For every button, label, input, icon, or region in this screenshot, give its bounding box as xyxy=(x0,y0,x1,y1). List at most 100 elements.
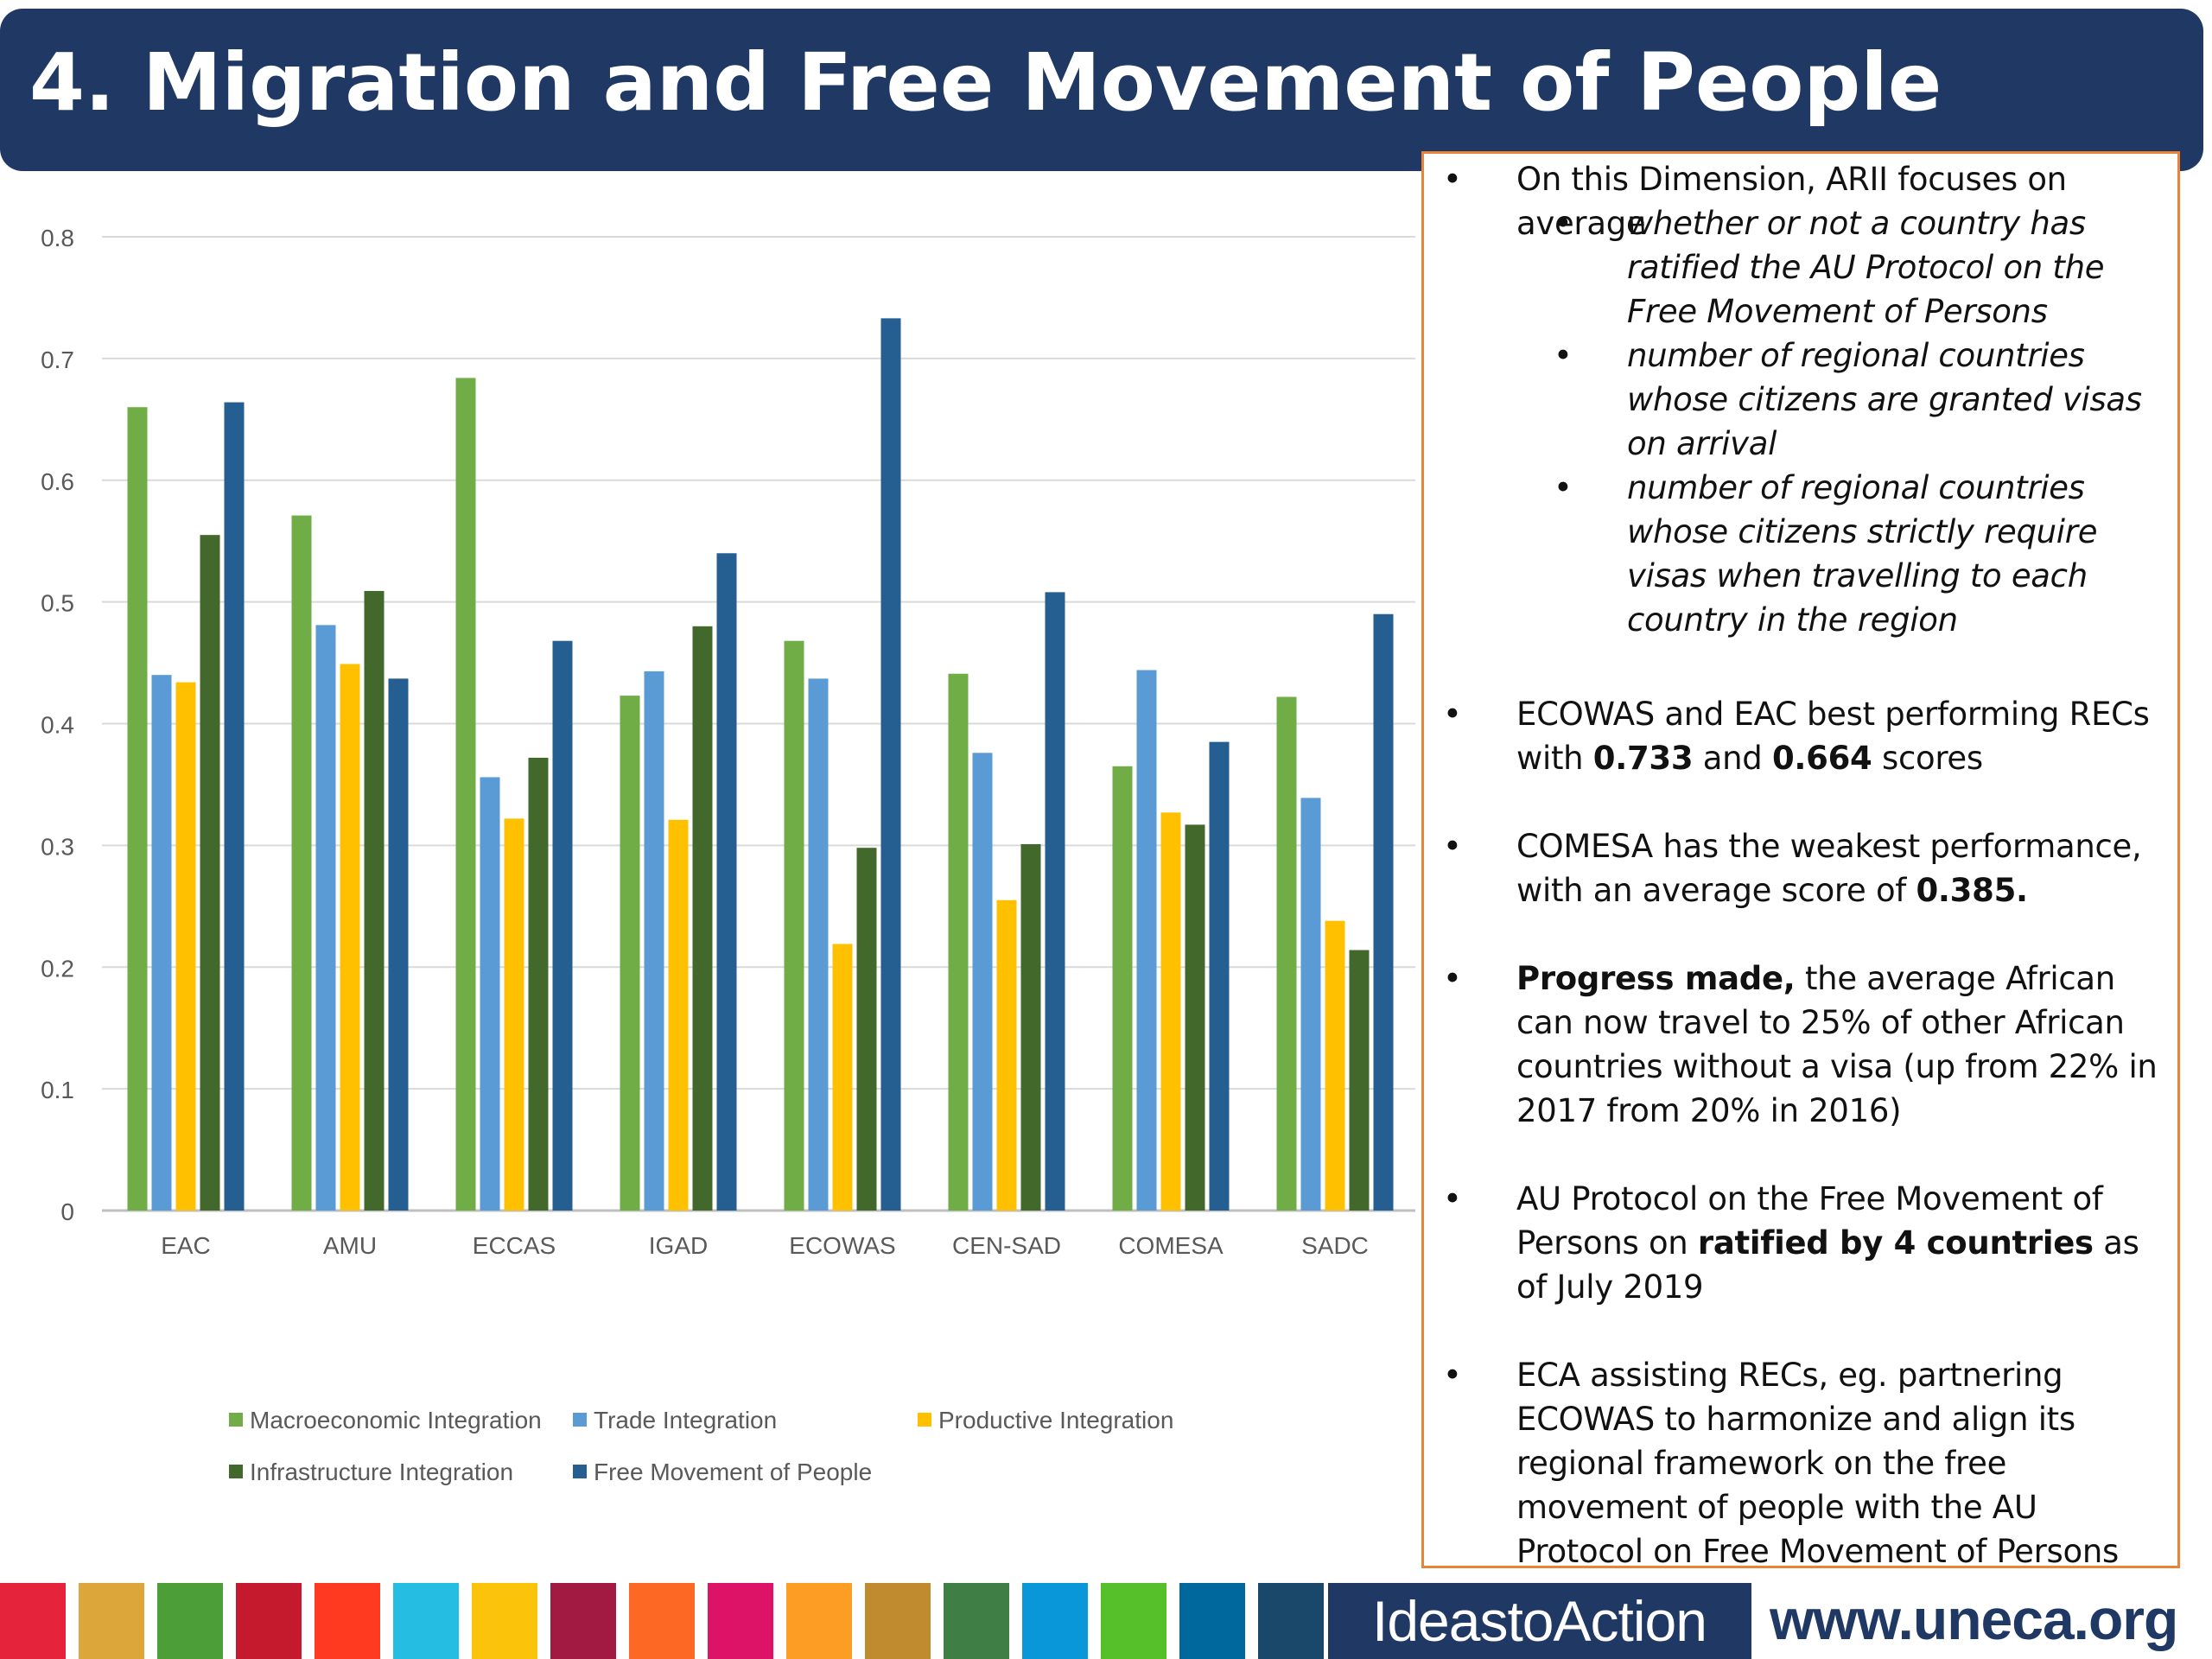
bullet-best-performers: ECOWAS and EAC best performing RECs with… xyxy=(1516,696,2150,777)
bullet-marker: • xyxy=(1443,828,1462,865)
bar xyxy=(224,402,245,1211)
bullet-marker: • xyxy=(1443,960,1462,997)
chart-axis-labels: 0 0.1 0.2 0.3 0.4 0.5 0.6 0.7 0.8 EAC AMU ECCAS IGAD… xyxy=(41,225,1369,1259)
bar xyxy=(1160,812,1181,1211)
y-tick-label: 0.7 xyxy=(41,346,74,373)
sdg-square xyxy=(236,1583,302,1659)
bullet-progress-made: Progress made, the average African can n… xyxy=(1516,960,2158,1129)
y-tick-label: 0.2 xyxy=(41,955,74,982)
y-tick-label: 0.8 xyxy=(41,225,74,251)
legend-swatch xyxy=(229,1413,243,1427)
bullet-weakest-performer: COMESA has the weakest performance, with… xyxy=(1516,828,2142,909)
sub-bullet-ratification: whether or not a country has ratified th… xyxy=(1627,205,2105,330)
bar xyxy=(996,899,1017,1211)
bar xyxy=(1276,696,1297,1211)
bar xyxy=(1373,613,1394,1211)
key-findings-panel: • On this Dimension, ARII focuses on ave… xyxy=(1421,151,2180,1570)
bar xyxy=(504,818,524,1211)
bar xyxy=(972,753,993,1211)
sdg-square xyxy=(1179,1583,1245,1659)
bar xyxy=(784,640,804,1211)
bar-chart: 0 0.1 0.2 0.3 0.4 0.5 0.6 0.7 0.8 EAC AMU ECCAS IGAD… xyxy=(41,225,1415,1485)
sdg-square xyxy=(629,1583,695,1659)
sdg-square xyxy=(786,1583,852,1659)
sdg-square xyxy=(1022,1583,1088,1659)
sub-bullet-marker: • xyxy=(1554,469,1573,506)
title-banner xyxy=(0,9,2203,171)
bar xyxy=(1020,843,1041,1211)
bullet-au-protocol: AU Protocol on the Free Movement of Pers… xyxy=(1516,1180,2139,1306)
sdg-square xyxy=(1258,1583,1324,1659)
sdg-square xyxy=(708,1583,773,1659)
x-tick-label: COMESA xyxy=(1118,1232,1224,1259)
sdg-square xyxy=(472,1583,537,1659)
bar xyxy=(832,944,853,1211)
legend-swatch xyxy=(229,1465,243,1478)
bar xyxy=(364,590,385,1211)
bullet-marker: • xyxy=(1443,161,1462,198)
bar xyxy=(151,675,172,1211)
legend-label: Free Movement of People xyxy=(594,1459,872,1485)
sdg-square xyxy=(157,1583,223,1659)
bar xyxy=(127,407,148,1211)
bar xyxy=(1300,798,1321,1211)
bullet-marker: • xyxy=(1443,1180,1462,1217)
y-tick-label: 0.1 xyxy=(41,1077,74,1103)
chart-bars xyxy=(127,318,1394,1211)
sdg-square xyxy=(1101,1583,1166,1659)
y-tick-label: 0.5 xyxy=(41,590,74,617)
bar xyxy=(340,664,360,1211)
footer-bar: IdeastoAction www.uneca.org xyxy=(0,1583,2212,1659)
bar xyxy=(856,848,877,1211)
sdg-square xyxy=(0,1583,66,1659)
x-tick-label: SADC xyxy=(1301,1232,1369,1259)
sdg-square xyxy=(550,1583,616,1659)
x-tick-label: AMU xyxy=(323,1232,377,1259)
website-link[interactable]: www.uneca.org xyxy=(1770,1587,2178,1651)
bar xyxy=(668,819,689,1211)
bar xyxy=(200,535,220,1211)
bar xyxy=(644,671,664,1211)
sub-bullet-visa-on-arrival: number of regional countries whose citiz… xyxy=(1627,337,2142,462)
bar xyxy=(455,378,476,1211)
bar xyxy=(291,515,312,1211)
legend-label: Productive Integration xyxy=(938,1407,1173,1433)
bar xyxy=(808,678,829,1211)
legend-swatch xyxy=(573,1465,587,1478)
x-tick-label: ECCAS xyxy=(473,1232,556,1259)
bullet-focus-intro: On this Dimension, ARII focuses on avera… xyxy=(1516,161,2067,242)
ideas-to-action-box xyxy=(1328,1583,1751,1659)
bar xyxy=(175,682,196,1211)
x-tick-label: ECOWAS xyxy=(789,1232,895,1259)
x-tick-label: IGAD xyxy=(649,1232,708,1259)
sdg-square xyxy=(865,1583,931,1659)
legend-swatch xyxy=(573,1413,587,1427)
y-tick-label: 0 xyxy=(60,1198,74,1225)
y-tick-label: 0.4 xyxy=(41,712,74,739)
y-tick-label: 0.6 xyxy=(41,468,74,495)
bar xyxy=(948,673,969,1211)
bar xyxy=(1045,592,1065,1211)
bar xyxy=(1209,741,1230,1211)
x-tick-label: EAC xyxy=(161,1232,211,1259)
bar xyxy=(315,625,336,1211)
bar xyxy=(692,626,713,1211)
sdg-square xyxy=(79,1583,144,1659)
sub-bullet-visa-required: number of regional countries whose citiz… xyxy=(1627,469,2098,639)
sdg-square xyxy=(393,1583,459,1659)
bar xyxy=(552,640,573,1211)
bar xyxy=(1185,824,1205,1211)
bar xyxy=(1112,766,1133,1211)
bullet-marker: • xyxy=(1443,1357,1462,1394)
legend-label: Trade Integration xyxy=(594,1407,777,1433)
bar xyxy=(480,777,500,1211)
bar xyxy=(1325,920,1345,1211)
chart-legend: Macroeconomic Integration Trade Integrati… xyxy=(229,1407,1173,1485)
bar xyxy=(716,553,737,1211)
sub-bullet-marker: • xyxy=(1554,337,1573,374)
legend-label: Macroeconomic Integration xyxy=(250,1407,542,1433)
bullet-marker: • xyxy=(1443,696,1462,733)
legend-label: Infrastructure Integration xyxy=(250,1459,513,1485)
x-tick-label: CEN-SAD xyxy=(952,1232,1061,1259)
bar xyxy=(388,678,409,1211)
